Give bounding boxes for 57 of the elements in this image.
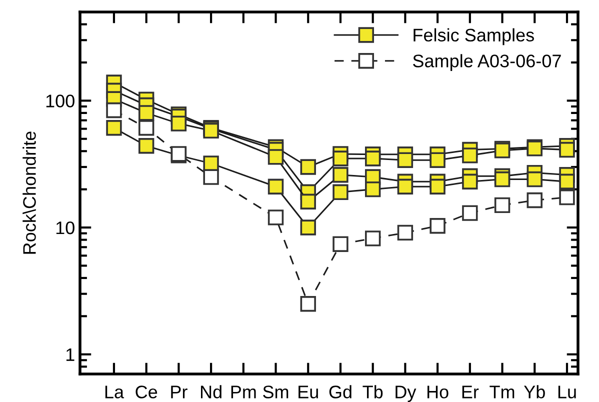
point bbox=[268, 149, 284, 165]
point bbox=[268, 178, 284, 194]
point bbox=[397, 178, 414, 194]
point bbox=[300, 220, 316, 236]
point bbox=[138, 105, 154, 121]
y-tick-label: 10 bbox=[56, 221, 74, 234]
x-tick-label: Yb bbox=[524, 385, 545, 398]
x-tick-label: Lu bbox=[558, 386, 576, 398]
point bbox=[138, 120, 154, 136]
point bbox=[332, 150, 348, 166]
point bbox=[300, 159, 316, 175]
x-tick-label: Ce bbox=[136, 386, 158, 398]
y-tick-label: 100 bbox=[46, 94, 74, 108]
point bbox=[170, 116, 187, 132]
x-tick-label: Eu bbox=[298, 386, 318, 398]
point bbox=[462, 148, 478, 164]
x-tick-label: Er bbox=[462, 386, 479, 398]
x-tick-label: Pm bbox=[231, 386, 256, 398]
y-tick-label: 1 bbox=[66, 348, 74, 361]
point bbox=[559, 142, 575, 158]
point bbox=[300, 194, 316, 210]
point bbox=[332, 167, 348, 183]
x-tick-label: Pr bbox=[171, 386, 188, 398]
point bbox=[559, 189, 575, 206]
y-axis-title: Rock\Chondrite bbox=[22, 132, 36, 254]
point bbox=[138, 138, 154, 154]
point bbox=[106, 120, 122, 136]
x-tick-label: Sm bbox=[263, 386, 288, 398]
point bbox=[397, 152, 414, 168]
x-tick-label: Ho bbox=[428, 386, 448, 398]
point bbox=[430, 218, 446, 234]
point bbox=[364, 230, 381, 246]
legend-label: Felsic Samples bbox=[414, 28, 534, 46]
point bbox=[268, 210, 284, 226]
x-tick-label: Dy bbox=[396, 386, 416, 402]
x-tick-label: Tm bbox=[490, 386, 514, 398]
point bbox=[462, 205, 478, 221]
legend-label: Sample A03-06-07 bbox=[413, 54, 561, 71]
point bbox=[397, 224, 414, 241]
x-tick-label: Nd bbox=[200, 385, 222, 398]
point bbox=[364, 181, 381, 198]
point bbox=[526, 171, 542, 188]
point bbox=[106, 102, 122, 118]
point bbox=[364, 150, 381, 166]
point bbox=[332, 236, 348, 252]
point bbox=[430, 178, 446, 194]
point bbox=[494, 197, 510, 214]
point bbox=[300, 296, 316, 312]
x-tick-label: Gd bbox=[329, 385, 352, 398]
point bbox=[430, 152, 446, 168]
point bbox=[462, 174, 478, 190]
point bbox=[559, 174, 575, 190]
point bbox=[332, 184, 348, 200]
x-tick-label: Tb bbox=[362, 385, 383, 398]
x-tick-label: La bbox=[105, 386, 124, 398]
point bbox=[494, 171, 510, 188]
point bbox=[526, 192, 542, 208]
